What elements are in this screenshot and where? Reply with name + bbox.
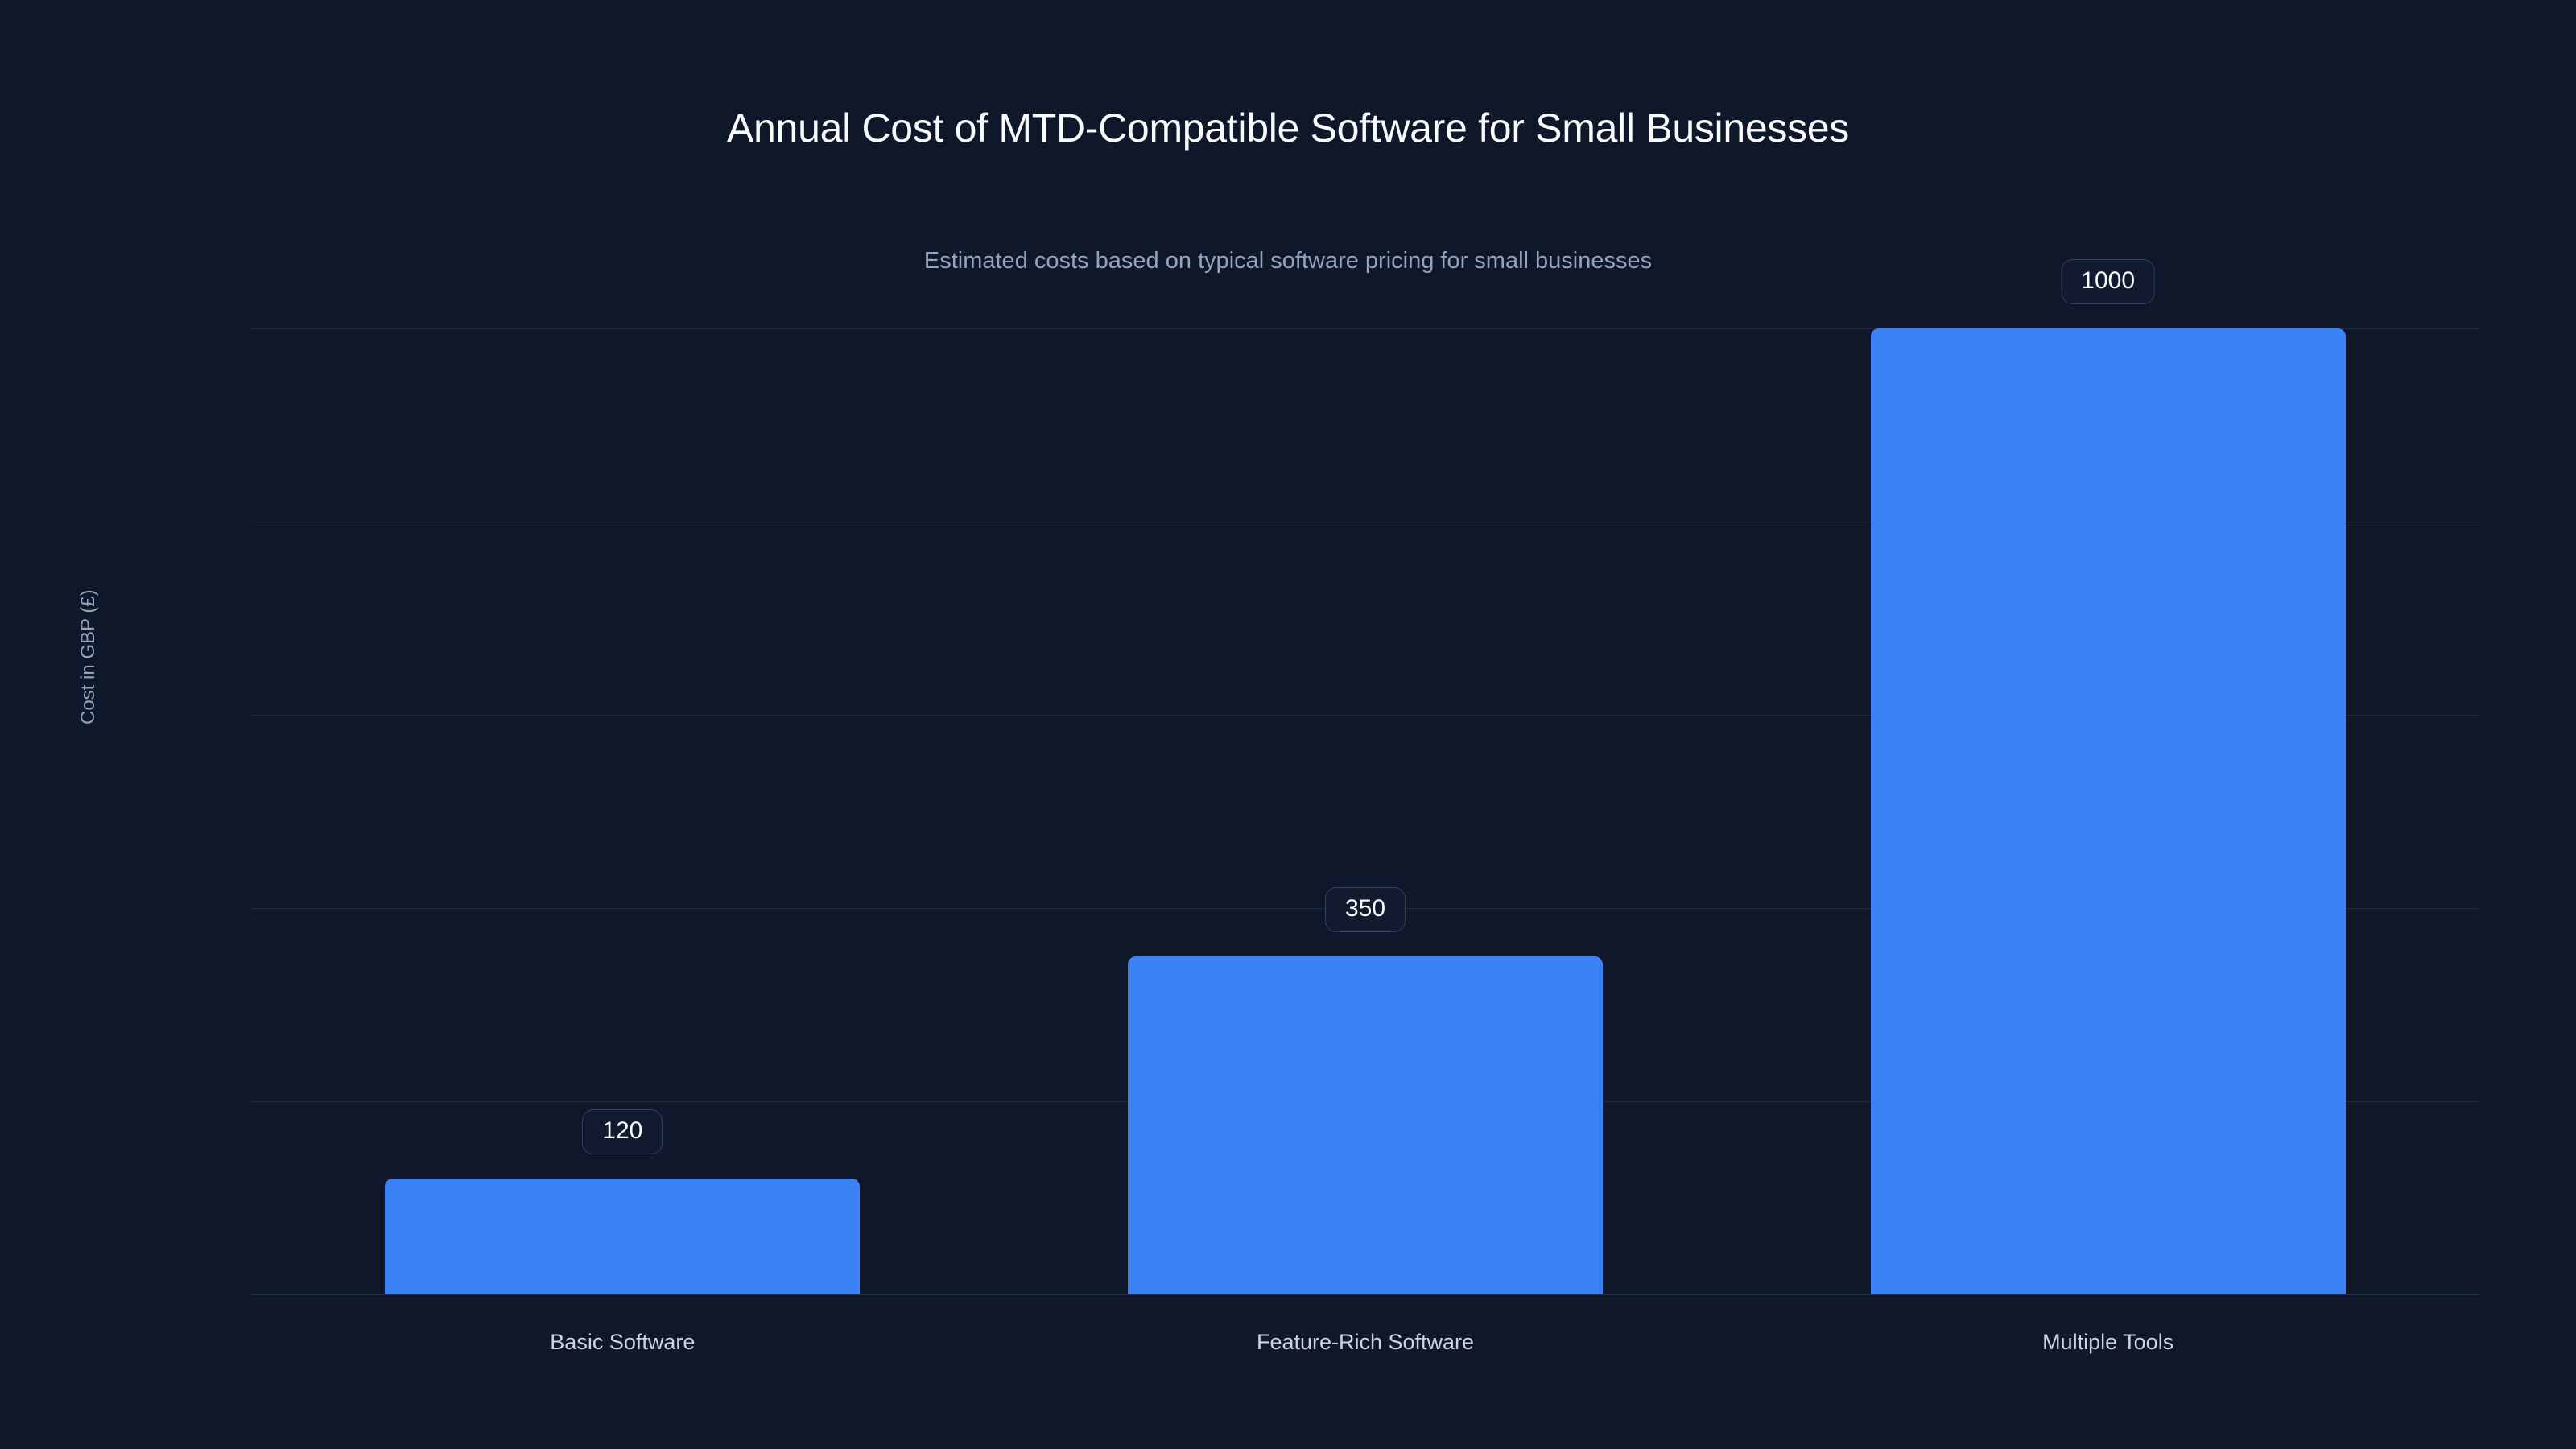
plot-area <box>251 328 2479 1295</box>
gridline <box>251 715 2479 716</box>
value-badge: 1000 <box>2061 259 2156 304</box>
gridline <box>251 1294 2479 1295</box>
bar[interactable] <box>1870 328 2346 1294</box>
value-badge: 120 <box>582 1109 663 1154</box>
y-axis-title: Cost in GBP (£) <box>77 589 99 724</box>
x-tick-label: Feature-Rich Software <box>1256 1330 1475 1354</box>
chart-title: Annual Cost of MTD-Compatible Software f… <box>727 105 1849 151</box>
x-tick-label: Multiple Tools <box>2042 1330 2174 1354</box>
chart-subtitle: Estimated costs based on typical softwar… <box>923 248 1653 274</box>
bar[interactable] <box>385 1179 861 1294</box>
value-badge: 350 <box>1324 887 1406 932</box>
gridline <box>251 328 2479 329</box>
x-tick-label: Basic Software <box>550 1330 696 1354</box>
bar[interactable] <box>1128 956 1603 1294</box>
